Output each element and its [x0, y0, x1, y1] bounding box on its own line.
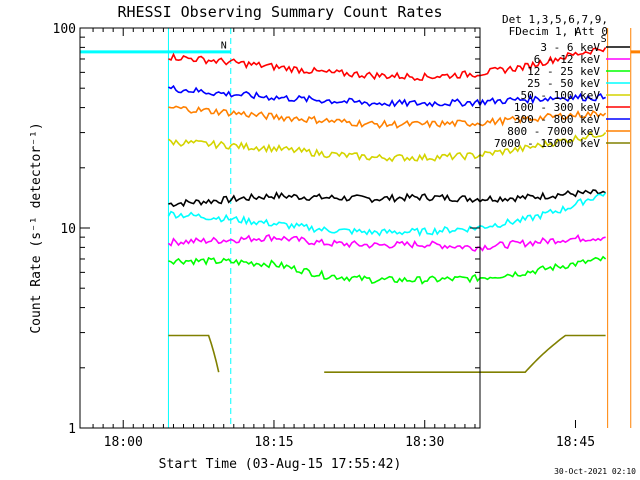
- legend-label-2: 12 - 25 keV: [527, 65, 600, 78]
- series-0: [168, 189, 606, 208]
- series-line-1-0: [167, 233, 606, 252]
- legend-header-0: Det 1,3,5,6,7,9,: [502, 13, 608, 26]
- y-tick-label-1: 10: [60, 222, 76, 237]
- legend-label-6: 300 - 800 keV: [514, 113, 600, 126]
- legend-label-4: 50 - 100 keV: [521, 89, 601, 102]
- series-line-5-0: [168, 46, 607, 81]
- series-line-2-0: [168, 255, 607, 285]
- legend: Det 1,3,5,6,7,9,FDecim 1, Att 0 3 - 6 keV…: [494, 13, 630, 150]
- x-tick-label-2: 18:30: [405, 435, 444, 450]
- y-tick-label-0: 1: [68, 422, 76, 437]
- series-3: [167, 192, 607, 237]
- series-line-6-0: [168, 84, 606, 108]
- legend-label-8: 7000 - 15000 keV: [494, 137, 600, 150]
- series-8: [168, 334, 606, 374]
- plot-frame: [79, 27, 481, 429]
- series-5: [168, 46, 607, 81]
- marker-n: N: [221, 40, 227, 51]
- series-6: [168, 84, 606, 108]
- series-layer: [167, 46, 607, 374]
- chart-title: RHESSI Observing Summary Count Rates: [117, 3, 442, 21]
- legend-label-1: 6 - 12 keV: [534, 53, 601, 66]
- x-tick-label-3: 18:45: [556, 435, 595, 450]
- legend-label-0: 3 - 6 keV: [540, 41, 600, 54]
- x-tick-label-1: 18:15: [254, 435, 293, 450]
- series-line-8-0: [168, 334, 220, 373]
- x-tick-label-0: 18:00: [104, 435, 143, 450]
- series-1: [167, 233, 606, 252]
- series-2: [168, 255, 607, 285]
- series-line-3-0: [167, 192, 607, 237]
- series-line-7-0: [168, 105, 607, 130]
- legend-label-5: 100 - 300 keV: [514, 101, 600, 114]
- y-axis-label: Count Rate (s⁻¹ detector⁻¹): [29, 122, 44, 333]
- legend-label-7: 800 - 7000 keV: [507, 125, 600, 138]
- series-line-0-0: [168, 189, 606, 208]
- series-line-8-1: [324, 334, 606, 374]
- legend-header-1: FDecim 1, Att 0: [509, 25, 608, 38]
- marker-s: S: [601, 34, 607, 45]
- axes: 18:0018:1518:3018:4519:0019:1519:3011010…: [53, 22, 596, 450]
- generated-timestamp: 30-Oct-2021 02:10: [554, 467, 636, 476]
- y-tick-label-2: 100: [53, 22, 76, 37]
- series-4: [167, 130, 607, 163]
- legend-label-3: 25 - 50 keV: [527, 77, 600, 90]
- series-7: [168, 105, 607, 130]
- x-axis-label: Start Time (03-Aug-15 17:55:42): [159, 457, 402, 472]
- series-line-4-0: [167, 130, 607, 163]
